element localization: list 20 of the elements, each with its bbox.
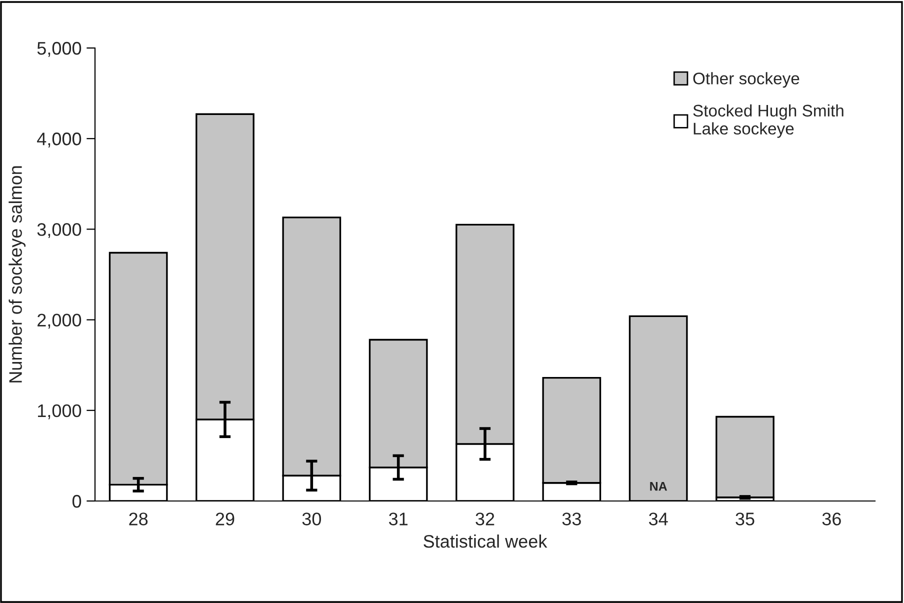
annotation: NA (650, 482, 668, 491)
x-tick-label: 34 (648, 512, 668, 526)
legend-label: Other sockeye (693, 72, 800, 88)
y-tick-label: 3,000 (37, 223, 82, 238)
x-tick-label: 32 (476, 512, 494, 526)
x-tick-label: 29 (216, 512, 234, 526)
x-tick-label: 36 (822, 512, 841, 526)
legend-label: Stocked Hugh Smith Lake sockeye (693, 104, 844, 138)
y-tick-label: 1,000 (38, 404, 82, 420)
y-tick-label: 5,000 (37, 42, 82, 57)
y-tick-label: 0 (72, 494, 82, 508)
x-tick-label: 31 (388, 512, 408, 526)
x-tick-label: 33 (562, 512, 581, 526)
y-tick-label: 2,000 (38, 314, 82, 329)
x-tick-label: 30 (302, 512, 322, 526)
y-tick-label: 4,000 (37, 132, 82, 148)
x-tick-label: 28 (129, 512, 148, 526)
x-axis-title: Statistical week (424, 534, 548, 548)
y-axis-title: Number of sockeye salmon (8, 166, 26, 382)
x-tick-label: 35 (736, 512, 754, 526)
